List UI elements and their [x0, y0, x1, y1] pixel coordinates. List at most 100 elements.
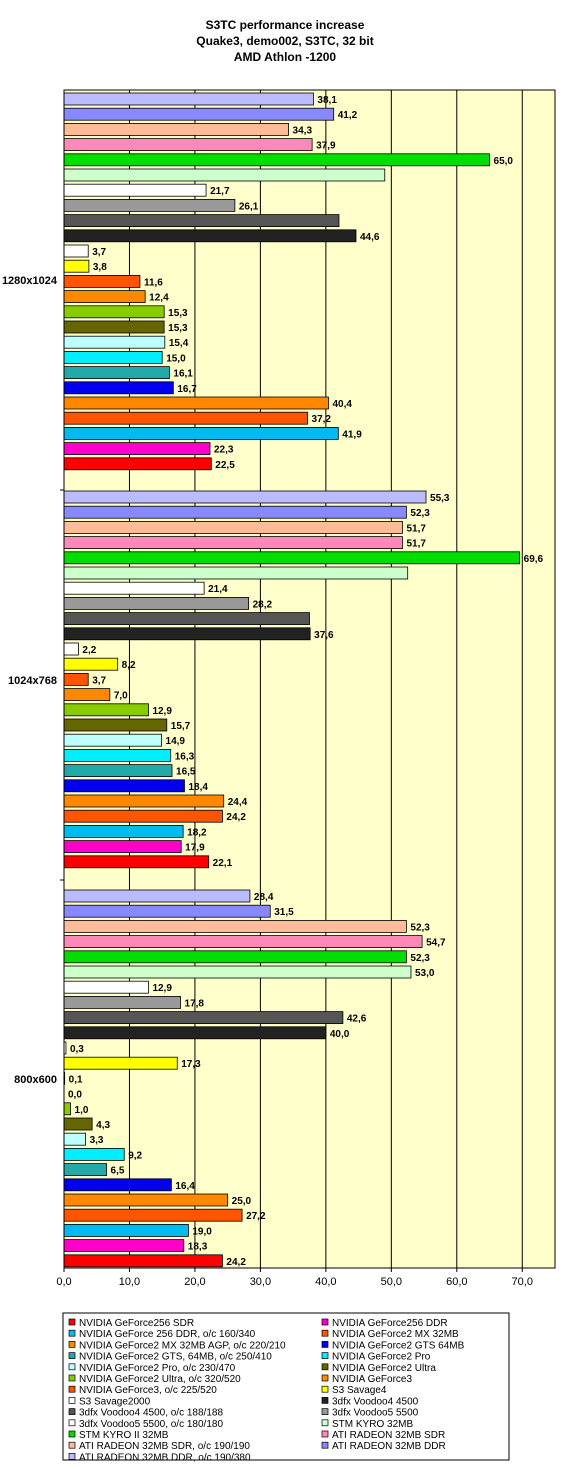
bar: [63, 794, 225, 808]
data-label: 12,9: [152, 706, 172, 717]
data-label: 54,7: [426, 938, 446, 949]
legend-swatch: [321, 1374, 329, 1382]
bar: [63, 320, 165, 334]
x-tick-label: 10,0: [119, 1276, 140, 1288]
category-label: 1024x768: [8, 675, 57, 687]
bar: [63, 335, 166, 349]
data-label: 24,2: [226, 1257, 246, 1268]
x-tick-label: 70,0: [512, 1276, 533, 1288]
legend-swatch: [321, 1329, 329, 1337]
data-label: 40,4: [332, 399, 352, 410]
legend-entry: ATI RADEON 32MB DDR: [332, 1441, 446, 1452]
bar: [63, 718, 168, 732]
data-label: 38,1: [317, 95, 337, 106]
legend-entry: S3 Savage2000: [79, 1396, 151, 1407]
bar: [63, 1193, 229, 1207]
data-label: 22,5: [215, 460, 235, 471]
bar: [63, 1011, 344, 1024]
data-label: 28,4: [254, 892, 274, 903]
data-label: 21,7: [210, 186, 230, 197]
chart-title-line: S3TC performance increase: [206, 18, 365, 32]
bar: [63, 214, 340, 228]
data-label: 21,4: [208, 584, 228, 595]
data-label: 31,5: [274, 907, 294, 918]
bar: [63, 183, 207, 197]
data-label: 24,4: [228, 797, 248, 808]
bar: [63, 198, 236, 212]
bar: [63, 442, 211, 456]
bar: [63, 396, 329, 410]
bar: [63, 1208, 243, 1222]
data-label: 11,6: [144, 277, 163, 288]
legend-swatch: [321, 1430, 329, 1438]
data-label: 17,8: [185, 998, 205, 1009]
legend-entry: NVIDIA GeForce2 MX 32MB: [332, 1329, 459, 1340]
data-label: 17,3: [181, 1059, 201, 1070]
bar: [63, 123, 289, 136]
bar: [63, 855, 210, 869]
data-label: 16,5: [176, 767, 196, 778]
legend-swatch: [68, 1441, 76, 1449]
plot-area: [63, 89, 556, 1269]
legend-swatch: [68, 1329, 76, 1337]
bar: [63, 597, 250, 610]
bar: [63, 779, 185, 793]
legend-entry: ATI RADEON 32MB DDR, o/c 190/380: [79, 1452, 251, 1463]
data-label: 0,3: [70, 1044, 84, 1055]
data-label: 24,2: [226, 812, 246, 823]
bar: [63, 1056, 178, 1070]
data-label: 16,7: [177, 384, 197, 395]
legend-entry: NVIDIA GeForce256 SDR: [79, 1318, 194, 1329]
data-label: 15,4: [169, 338, 189, 349]
data-label: 0,0: [68, 1090, 82, 1101]
bar: [63, 840, 182, 853]
data-label: 65,0: [494, 156, 514, 167]
bar: [63, 1102, 71, 1116]
bar: [63, 1224, 189, 1237]
data-label: 44,6: [360, 232, 380, 243]
data-label: 41,2: [338, 110, 358, 121]
legend-box: [62, 1312, 510, 1461]
legend-entry: STM KYRO II 32MB: [79, 1430, 169, 1441]
legend-entry: NVIDIA GeForce2 Ultra: [332, 1363, 436, 1374]
data-label: 3,8: [93, 262, 107, 273]
legend-entry: STM KYRO 32MB: [332, 1419, 413, 1430]
legend-swatch: [321, 1352, 329, 1359]
legend-swatch: [68, 1374, 76, 1382]
legend-entry: NVIDIA GeForce2 MX 32MB AGP, o/c 220/210: [79, 1340, 286, 1351]
data-label: 12,4: [149, 293, 169, 304]
data-label: 9,2: [128, 1150, 142, 1161]
legend-swatch: [321, 1363, 329, 1371]
bar: [63, 1163, 107, 1176]
data-label: 3,7: [92, 675, 106, 686]
bar: [63, 521, 403, 534]
data-label: 12,9: [152, 983, 172, 994]
bar: [63, 566, 409, 580]
legend-entry: NVIDIA GeForce2 Ultra, o/c 320/520: [79, 1374, 241, 1385]
legend-entry: 3dfx Voodoo5 5500: [332, 1408, 419, 1419]
data-label: 41,9: [342, 429, 362, 440]
bar: [63, 244, 89, 258]
legend-entry: S3 Savage4: [332, 1385, 387, 1396]
data-label: 37,9: [316, 141, 336, 152]
data-label: 26,1: [239, 201, 259, 212]
data-label: 52,3: [410, 508, 430, 519]
data-label: 15,7: [171, 721, 191, 732]
x-tick-label: 60,0: [446, 1276, 467, 1288]
bars: 38,141,2 34,337,9 65,0 21,7 26,1 44,6 3,7 3,8 11…: [63, 92, 544, 1268]
bar: [63, 1239, 185, 1252]
data-label: 28,2: [253, 599, 273, 610]
data-label: 2,2: [82, 645, 96, 656]
legend: NVIDIA GeForce256 SDR NVIDIA GeForce256 D…: [62, 1312, 510, 1463]
data-label: 19,0: [192, 1226, 212, 1237]
bar: [63, 411, 308, 425]
x-tick-labels: 0,0 10,0 20,0 30,0 40,0 50,0 60,0 70,0: [56, 1276, 533, 1288]
bar: [63, 809, 223, 823]
bar: [63, 733, 162, 747]
data-label: 51,7: [406, 523, 426, 534]
x-tick-label: 40,0: [315, 1276, 336, 1288]
bar: [63, 657, 119, 671]
bar: [63, 551, 521, 565]
bar: [63, 426, 339, 440]
